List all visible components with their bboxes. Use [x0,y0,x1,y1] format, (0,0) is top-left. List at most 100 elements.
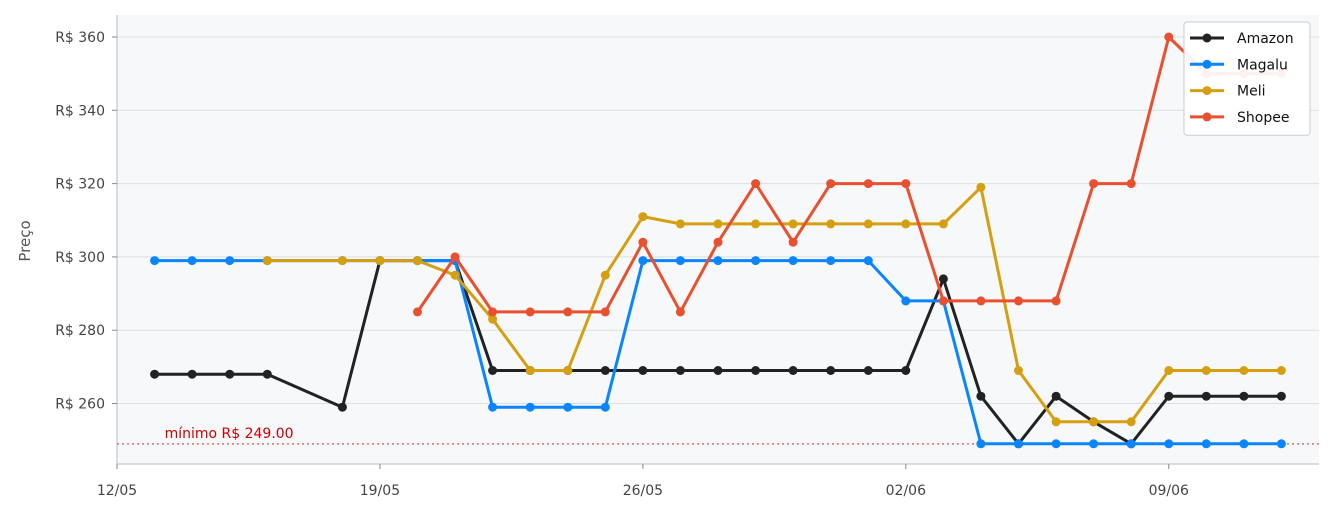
data-point-magalu [675,256,685,266]
legend: Amazon Magalu Meli Shopee [1183,21,1311,136]
y-tick-label: R$ 260 [55,397,105,413]
data-point-shopee [1126,179,1136,189]
data-point-meli [1276,366,1286,375]
data-point-meli [525,366,535,375]
y-tick-label: R$ 300 [55,250,105,266]
data-point-amazon [863,366,873,375]
data-point-shopee [976,296,986,306]
x-tick-label: 12/05 [97,483,137,499]
data-point-meli [488,314,498,324]
legend-swatch-marker [1202,86,1212,96]
data-point-amazon [788,366,798,375]
legend-label: Amazon [1237,31,1294,47]
data-point-amazon [638,366,648,375]
data-point-magalu [187,256,197,266]
data-point-amazon [901,366,911,375]
data-point-shopee [675,307,685,317]
data-point-meli [1239,366,1249,375]
x-tick-labels: 12/05 19/05 26/05 02/06 09/06 [97,464,1189,499]
data-point-magalu [600,402,610,412]
legend-swatch-marker [1202,112,1212,122]
data-point-magalu [826,256,836,266]
data-point-shopee [600,307,610,317]
data-point-amazon [675,366,685,375]
legend-label: Shopee [1237,110,1289,126]
data-point-magalu [1126,439,1136,449]
data-point-magalu [1276,439,1286,449]
x-tick-label: 26/05 [623,483,663,499]
data-point-magalu [863,256,873,266]
data-point-shopee [788,237,798,247]
data-point-magalu [1089,439,1099,449]
data-point-amazon [713,366,723,375]
data-point-meli [713,219,723,229]
data-point-shopee [1089,179,1099,189]
data-point-shopee [863,179,873,189]
data-point-shopee [488,307,498,317]
data-point-amazon [337,402,347,412]
data-point-meli [638,212,648,222]
series-lines [150,32,1286,449]
y-tick-labels: R$ 260 R$ 280 R$ 300 R$ 320 R$ 340 R$ 360 [55,30,117,413]
data-point-meli [600,270,610,280]
data-point-shopee [638,237,648,247]
data-point-amazon [938,274,948,284]
data-point-amazon [225,369,235,379]
x-tick-label: 02/06 [886,483,926,499]
data-point-meli [337,256,347,266]
data-point-meli [1089,417,1099,427]
y-axis-label: Preço [16,220,34,261]
data-point-shopee [938,296,948,306]
data-point-magalu [713,256,723,266]
data-point-magalu [225,256,235,266]
data-point-magalu [525,402,535,412]
data-point-meli [863,219,873,229]
data-point-magalu [150,256,160,266]
data-point-magalu [638,256,648,266]
data-point-magalu [976,439,986,449]
data-point-meli [450,270,460,280]
data-point-amazon [1239,391,1249,401]
data-point-amazon [1201,391,1211,401]
data-point-amazon [976,391,986,401]
data-point-shopee [901,179,911,189]
data-point-shopee [413,307,422,317]
data-point-shopee [826,179,836,189]
data-point-magalu [1051,439,1061,449]
data-point-meli [1164,366,1174,375]
series-line-amazon [153,259,1283,446]
data-point-shopee [1051,296,1061,306]
data-point-amazon [262,369,272,379]
data-point-shopee [1014,296,1023,306]
y-tick-label: R$ 280 [55,323,105,339]
data-point-meli [1014,366,1023,375]
data-point-amazon [751,366,761,375]
series-meli [262,182,1286,427]
legend-item-shopee: Shopee [1190,110,1289,126]
y-tick-label: R$ 320 [55,177,105,193]
data-point-meli [675,219,685,229]
data-point-amazon [1276,391,1286,401]
minimum-price-label: mínimo R$ 249.00 [165,426,294,442]
data-point-meli [976,182,986,192]
data-point-meli [262,256,272,266]
legend-swatch-marker [1202,59,1212,69]
data-point-shopee [1164,32,1174,42]
legend-item-amazon: Amazon [1190,31,1294,47]
data-point-amazon [488,366,498,375]
data-point-amazon [150,369,160,379]
data-point-meli [1201,366,1211,375]
data-point-meli [901,219,911,229]
y-tick-label: R$ 360 [55,30,105,46]
data-point-meli [826,219,836,229]
legend-box [1183,21,1311,136]
data-point-shopee [563,307,573,317]
data-point-meli [375,256,385,266]
series-line-shopee [416,35,1283,314]
data-point-meli [1051,417,1061,427]
data-point-magalu [563,402,573,412]
data-point-shopee [751,179,761,189]
data-point-meli [1126,417,1136,427]
